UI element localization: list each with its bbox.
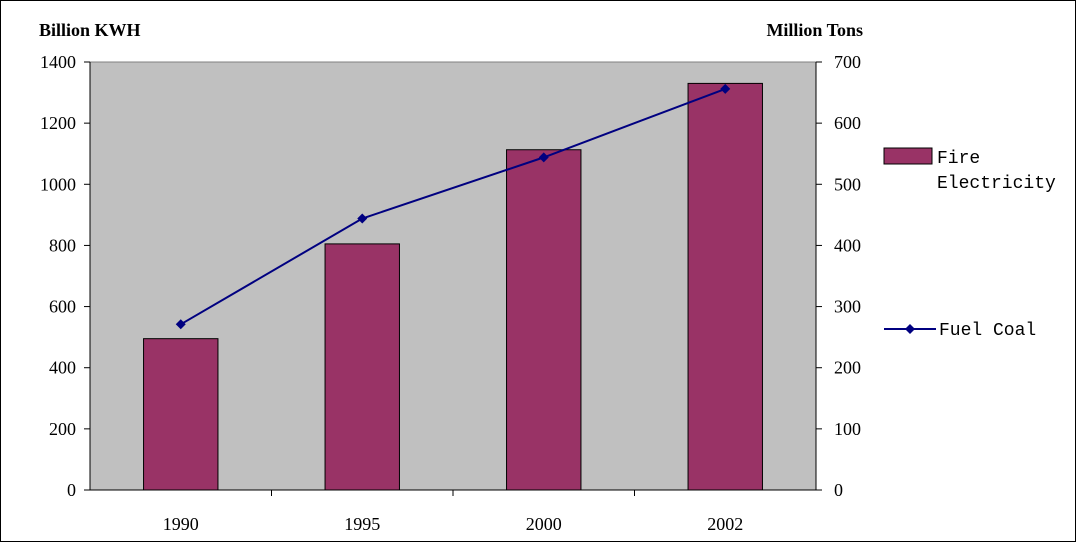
right-tick-label: 500 — [834, 174, 861, 194]
left-tick-label: 600 — [49, 297, 76, 317]
x-tick-label: 1990 — [163, 514, 199, 534]
left-tick-label: 1400 — [40, 52, 76, 72]
line-marker-2000 — [538, 152, 549, 163]
legend-swatch-fire-electricity — [883, 147, 933, 165]
left-axis-title: Billion KWH — [39, 20, 141, 40]
right-tick-label: 0 — [834, 480, 843, 500]
left-tick-label: 800 — [49, 235, 76, 255]
right-tick-label: 600 — [834, 113, 861, 133]
bar-2000 — [506, 149, 582, 491]
legend: Fire Electricity Fuel Coal — [883, 147, 1056, 341]
line-marker-2002 — [720, 83, 731, 94]
right-tick-label: 100 — [834, 419, 861, 439]
axes: 0 200 400 600 800 1000 1200 1400 0 100 200 300 400 50… — [40, 52, 861, 534]
right-tick-label: 700 — [834, 52, 861, 72]
right-tick-label: 400 — [834, 235, 861, 255]
fuel-coal-line — [180, 87, 726, 326]
line-series — [175, 83, 731, 330]
x-tick-label: 2002 — [707, 514, 743, 534]
bar-series — [143, 82, 763, 491]
right-tick-label: 300 — [834, 297, 861, 317]
x-tick-label: 1995 — [344, 514, 380, 534]
left-tick-label: 1200 — [40, 113, 76, 133]
left-tick-label: 0 — [67, 480, 76, 500]
line-marker-1990 — [175, 319, 186, 330]
left-tick-label: 400 — [49, 358, 76, 378]
left-tick-label: 200 — [49, 419, 76, 439]
right-tick-label: 200 — [834, 358, 861, 378]
legend-marker-fuel-coal — [905, 324, 915, 334]
left-tick-label: 1000 — [40, 174, 76, 194]
line-marker-1995 — [357, 213, 368, 224]
bar-1995 — [324, 243, 400, 491]
legend-label-fire-electricity: Fire Electricity — [937, 149, 1056, 194]
right-axis-title: Million Tons — [766, 20, 863, 40]
x-tick-label: 2000 — [526, 514, 562, 534]
bar-1990 — [143, 338, 219, 491]
bar-2002 — [687, 82, 763, 491]
legend-label-fuel-coal: Fuel Coal — [939, 321, 1036, 341]
